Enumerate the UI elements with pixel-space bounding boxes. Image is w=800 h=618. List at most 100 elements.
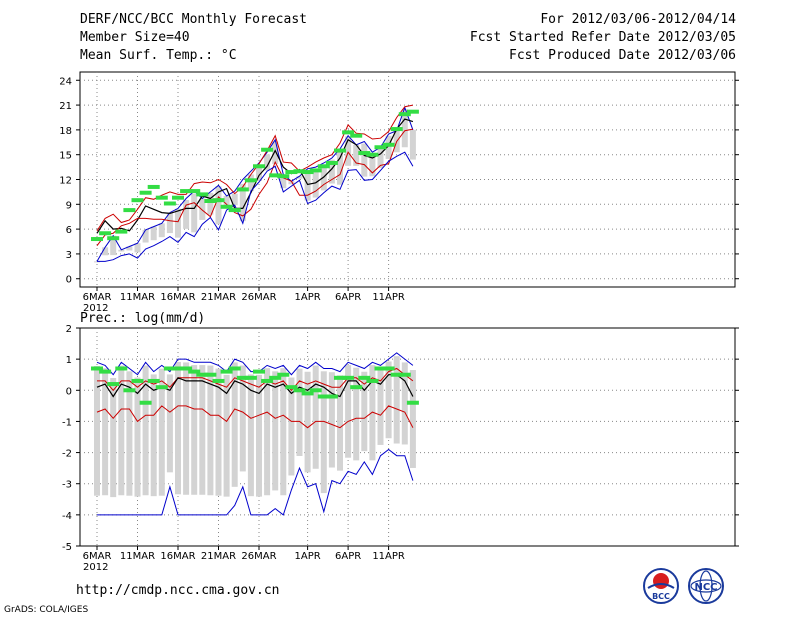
range-bar (247, 174, 254, 192)
observed-marker (180, 366, 193, 371)
observed-marker (334, 375, 346, 380)
observed-marker (155, 385, 168, 390)
range-bar (207, 365, 214, 496)
ncc-logo-ring (688, 568, 724, 604)
y-tick-label: -3 (62, 480, 72, 491)
range-bar (280, 174, 287, 189)
range-bar (328, 159, 335, 184)
range-bar (337, 375, 343, 471)
observed-marker (285, 385, 298, 390)
x-tick-label: 21MAR (201, 292, 236, 303)
observed-marker (342, 375, 355, 380)
observed-marker (163, 201, 176, 206)
panel-precipitation: 2 1 0 -1 -2 -3 -4 -5 6MAR 11MAR 16MAR 21MAR 26MAR 1AP… (62, 324, 739, 573)
range-bar (126, 246, 133, 251)
range-bar (215, 368, 222, 496)
range-bar (328, 372, 335, 468)
range-bar (191, 193, 198, 233)
observed-marker (155, 195, 168, 200)
observed-marker (212, 378, 225, 383)
range-bar (264, 368, 271, 496)
x-year-label: 2012 (83, 562, 108, 573)
y-tick-label: 15 (59, 151, 72, 162)
observed-marker (406, 109, 419, 114)
range-bar (256, 164, 262, 181)
series-line-spread_upper (96, 104, 413, 232)
ncc-logo-text: NCC (694, 582, 717, 593)
observed-marker (277, 174, 290, 179)
observed-marker (366, 378, 379, 383)
range-bar (110, 377, 117, 498)
observed-markers (91, 109, 419, 242)
range-bar (377, 368, 384, 445)
observed-marker (220, 369, 233, 374)
range-bar (280, 368, 287, 496)
range-bar (369, 153, 376, 177)
observed-marker (180, 189, 193, 194)
range-bar (247, 374, 254, 497)
observed-marker (204, 372, 217, 377)
range-bar (296, 368, 303, 456)
range-bar (377, 148, 384, 168)
range-bar (118, 365, 125, 496)
range-bar (385, 361, 392, 439)
range-bar (215, 186, 222, 225)
precip-variable-label: Prec.: log(mm/d) (80, 311, 206, 326)
x-tick-label: 1APR (295, 292, 321, 303)
member-size-label: Member Size=40 (80, 30, 190, 45)
range-bar (102, 247, 109, 256)
observed-marker (123, 208, 136, 213)
y-tick-label: -4 (62, 511, 72, 522)
observed-marker (107, 382, 120, 387)
observed-marker (172, 195, 184, 200)
observed-marker (228, 366, 241, 371)
y-tick-label: -2 (62, 449, 72, 460)
observed-marker (147, 378, 160, 383)
forecast-period: For 2012/03/06-2012/04/14 (540, 12, 736, 27)
range-bar (401, 362, 408, 445)
observed-marker (196, 372, 209, 377)
x-tick-label: 1APR (295, 551, 321, 562)
observed-marker (309, 168, 322, 173)
y-tick-label: 24 (59, 76, 72, 87)
range-bar (353, 367, 360, 461)
observed-marker (261, 378, 274, 383)
observed-marker (374, 366, 387, 371)
x-tick-label: 6APR (335, 292, 361, 303)
series-line-ensemble_mean (96, 118, 414, 234)
observed-marker (301, 391, 314, 396)
observed-marker (244, 178, 257, 183)
range-bar (223, 196, 230, 207)
range-bar (272, 141, 279, 164)
y-tick-label: 1 (66, 355, 72, 366)
observed-marker (172, 366, 184, 371)
x-tick-label: 11APR (372, 292, 405, 303)
logo-group: BCC NCC (643, 568, 724, 604)
range-bar (183, 362, 190, 495)
range-bar (304, 371, 311, 473)
range-bar (207, 192, 214, 215)
x-tick-label: 16MAR (160, 292, 195, 303)
y-tick-label: 0 (66, 275, 72, 286)
observed-marker (131, 378, 144, 383)
y-tick-label: 9 (66, 200, 72, 211)
y-tick-label: 3 (66, 250, 72, 261)
series-line-spread_lower (96, 405, 414, 429)
chart-title: DERF/NCC/BCC Monthly Forecast (80, 12, 307, 27)
observed-marker (390, 372, 403, 377)
range-bar (320, 371, 327, 494)
range-bar (183, 200, 190, 229)
observed-marker (374, 145, 387, 150)
series-line-min (97, 448, 414, 516)
observed-marker (398, 112, 411, 117)
y-tick-label: 6 (66, 225, 72, 236)
observed-marker (147, 184, 160, 189)
series-line-min (97, 151, 414, 262)
range-bar (142, 365, 149, 496)
observed-marker (406, 400, 419, 405)
range-bar (134, 243, 141, 253)
observed-marker (91, 366, 103, 371)
range-bar (142, 229, 149, 243)
observed-marker (382, 366, 395, 371)
